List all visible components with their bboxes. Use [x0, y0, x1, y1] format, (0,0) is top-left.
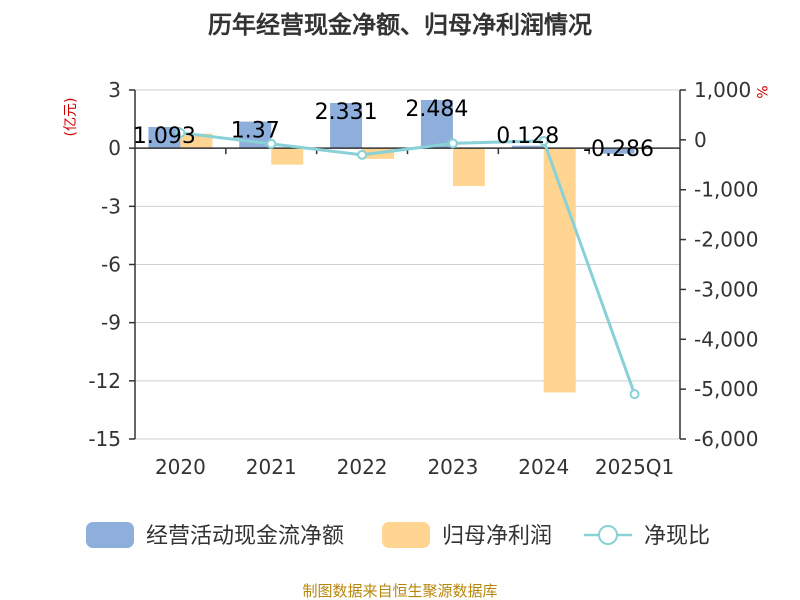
bar-cashflow-2025Q1 — [602, 148, 635, 154]
data-label-2025Q1: -0.286 — [583, 137, 654, 162]
left-tick-label-0: 3 — [108, 78, 121, 102]
bar-cashflow-2020 — [148, 126, 181, 149]
data-label-2020: 1.093 — [133, 124, 196, 149]
left-tick-label-4: -9 — [101, 311, 121, 335]
x-tick-label-2021: 2021 — [246, 455, 297, 479]
ratio-point-2021 — [266, 138, 277, 149]
right-axis-unit: % — [753, 85, 769, 98]
right-tick-label-3: -2,000 — [694, 228, 758, 252]
right-tick-label-4: -3,000 — [694, 277, 758, 301]
legend-label-cashflow: 经营活动现金流净额 — [146, 524, 344, 549]
x-tick-label-2025Q1: 2025Q1 — [595, 455, 674, 479]
left-tick-label-3: -6 — [101, 253, 121, 277]
right-tick-label-0: 1,000 — [694, 78, 751, 102]
ratio-point-2020 — [175, 127, 186, 138]
x-tick-label-2024: 2024 — [518, 455, 569, 479]
ratio-polyline — [180, 131, 636, 395]
bar-cashflow-2022 — [330, 102, 363, 149]
left-tick-label-5: -12 — [88, 369, 121, 393]
left-tick-label-2: -3 — [101, 194, 121, 218]
left-tick-label-6: -15 — [88, 427, 121, 451]
ratio-point-2024 — [538, 135, 549, 146]
ratio-line — [175, 127, 640, 400]
data-label-2021: 1.37 — [231, 119, 280, 144]
axes — [129, 89, 686, 440]
legend: 经营活动现金流净额 归母净利润 净现比 — [86, 522, 710, 549]
right-tick-label-1: 0 — [694, 128, 707, 152]
legend-label-netprofit: 归母净利润 — [442, 524, 552, 549]
ratio-point-2025Q1 — [629, 389, 640, 400]
right-tick-label-2: -1,000 — [694, 178, 758, 202]
right-tick-label-6: -5,000 — [694, 377, 758, 401]
right-tick-label-5: -4,000 — [694, 327, 758, 351]
left-axis-unit: (亿元) — [63, 98, 79, 137]
x-tick-label-2022: 2022 — [337, 455, 388, 479]
data-labels: 1.093 1.37 2.331 2.484 0.128 -0.286 — [133, 97, 654, 162]
left-tick-label-1: 0 — [108, 136, 121, 160]
legend-label-ratio: 净现比 — [644, 524, 710, 549]
x-tick-label-2023: 2023 — [427, 455, 478, 479]
bar-cashflow-2024 — [511, 145, 544, 149]
source-note: 制图数据来自恒生聚源数据库 — [302, 582, 497, 600]
tick-labels: 3 0 -3 -6 -9 -12 -15 1,000 0 -1,000 -2,000 -3,000 -4… — [88, 78, 758, 479]
x-tick-label-2020: 2020 — [155, 455, 206, 479]
bar-cashflow-2023 — [420, 100, 453, 149]
legend-swatch-ratio-marker — [598, 525, 618, 545]
ratio-point-2022 — [357, 149, 368, 160]
legend-swatch-cashflow — [86, 522, 134, 548]
data-label-2024: 0.128 — [496, 124, 559, 149]
bar-netprofit-2023 — [452, 148, 485, 186]
legend-swatch-netprofit — [382, 522, 430, 548]
right-tick-label-7: -6,000 — [694, 427, 758, 451]
data-label-2022: 2.331 — [315, 100, 378, 125]
ratio-point-2023 — [447, 138, 458, 149]
data-label-2023: 2.484 — [405, 97, 468, 122]
bars — [148, 100, 635, 393]
chart-title: 历年经营现金净额、归母净利润情况 — [208, 11, 592, 39]
bar-netprofit-2021 — [271, 148, 304, 165]
